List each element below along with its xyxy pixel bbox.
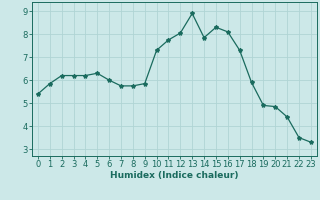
X-axis label: Humidex (Indice chaleur): Humidex (Indice chaleur) [110,171,239,180]
